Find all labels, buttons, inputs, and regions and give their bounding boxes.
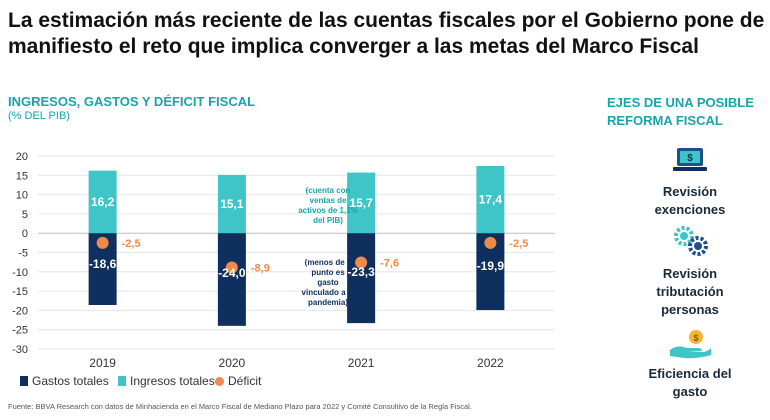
legend-gastos: Gastos totales: [20, 374, 109, 388]
y-tick-label: 10: [16, 190, 28, 202]
chart-subtitle: (% DEL PIB): [8, 110, 70, 122]
y-tick-label: 20: [16, 151, 28, 163]
bar-ingresos: [476, 166, 505, 234]
label-ingresos: 16,2: [91, 195, 115, 209]
legend-ingresos: Ingresos totales: [118, 374, 215, 388]
bar-gastos: [217, 233, 246, 326]
bar-gastos: [347, 233, 376, 324]
source-note: Fuente: BBVA Research con datos de Minha…: [8, 402, 472, 411]
y-tick-label: -10: [12, 267, 28, 279]
x-tick-label: 2022: [477, 356, 504, 370]
label-deficit: -2,5: [122, 238, 141, 250]
label-gastos: -24,0: [218, 266, 246, 280]
y-tick-label: -25: [12, 325, 28, 337]
bar-ingresos: [217, 174, 246, 234]
label-gastos: -18,6: [89, 257, 117, 271]
fiscal-chart: 20 15 10 5 0 -5 -10 -15 -20 -25 -30 16,2 -18,6 -2,5 20…: [12, 151, 555, 370]
y-tick-label: 0: [22, 228, 28, 240]
label-deficit: -2,5: [509, 238, 528, 250]
svg-text:$: $: [687, 153, 693, 164]
y-tick-label: 15: [16, 170, 28, 182]
y-tick-label: -5: [18, 248, 28, 260]
hand-coin-icon: $: [670, 330, 711, 359]
legend-swatch-ingresos: [118, 376, 126, 386]
point-deficit: [225, 261, 238, 274]
point-deficit: [355, 256, 368, 269]
point-deficit: [96, 236, 109, 249]
y-tick-label: -20: [12, 305, 28, 317]
bar-ingresos: [88, 170, 117, 234]
label-gastos: -23,3: [347, 265, 375, 279]
x-tick-label: 2019: [89, 356, 116, 370]
legend-swatch-gastos: [20, 376, 28, 386]
point-deficit: [484, 236, 497, 249]
legend-label-ingresos: Ingresos totales: [130, 374, 215, 388]
y-tick-label: -30: [12, 344, 28, 356]
x-tick-label: 2021: [348, 356, 375, 370]
laptop-icon: $: [673, 148, 707, 171]
bar-ingresos: [347, 172, 376, 234]
sidebar-item-gasto: Eficiencia del gasto: [648, 366, 732, 399]
x-tick-label: 2020: [219, 356, 246, 370]
legend-swatch-deficit: [215, 376, 224, 386]
legend-deficit: Déficit: [215, 374, 261, 388]
annotation-2021-sales: (cuenta con ventas de activos de 1,1% de…: [298, 186, 358, 225]
page-title: La estimación más reciente de las cuenta…: [8, 9, 765, 58]
chart-title: INGRESOS, GASTOS Y DÉFICIT FISCAL: [8, 94, 256, 109]
label-deficit: -8,9: [251, 263, 270, 275]
svg-text:$: $: [693, 333, 698, 343]
label-gastos: -19,9: [477, 259, 505, 273]
sidebar-title: EJES DE UNA POSIBLE REFORMA FISCAL: [607, 95, 754, 128]
annotation-2020-pandemic: (menos de 1 punto es gasto vinculado a l…: [301, 258, 355, 307]
gears-icon: [674, 226, 708, 256]
label-ingresos: 15,1: [220, 197, 244, 211]
y-tick-label: -15: [12, 286, 28, 298]
sidebar-item-exenciones: Revisión exenciones: [654, 184, 726, 217]
label-ingresos: 17,4: [479, 193, 503, 207]
legend-label-deficit: Déficit: [228, 374, 262, 388]
label-ingresos: 15,7: [349, 196, 373, 210]
label-deficit: -7,6: [380, 258, 399, 270]
legend-label-gastos: Gastos totales: [32, 374, 109, 388]
y-tick-label: 5: [22, 209, 28, 221]
sidebar-item-tributacion: Revisión tributación personas: [656, 266, 724, 317]
